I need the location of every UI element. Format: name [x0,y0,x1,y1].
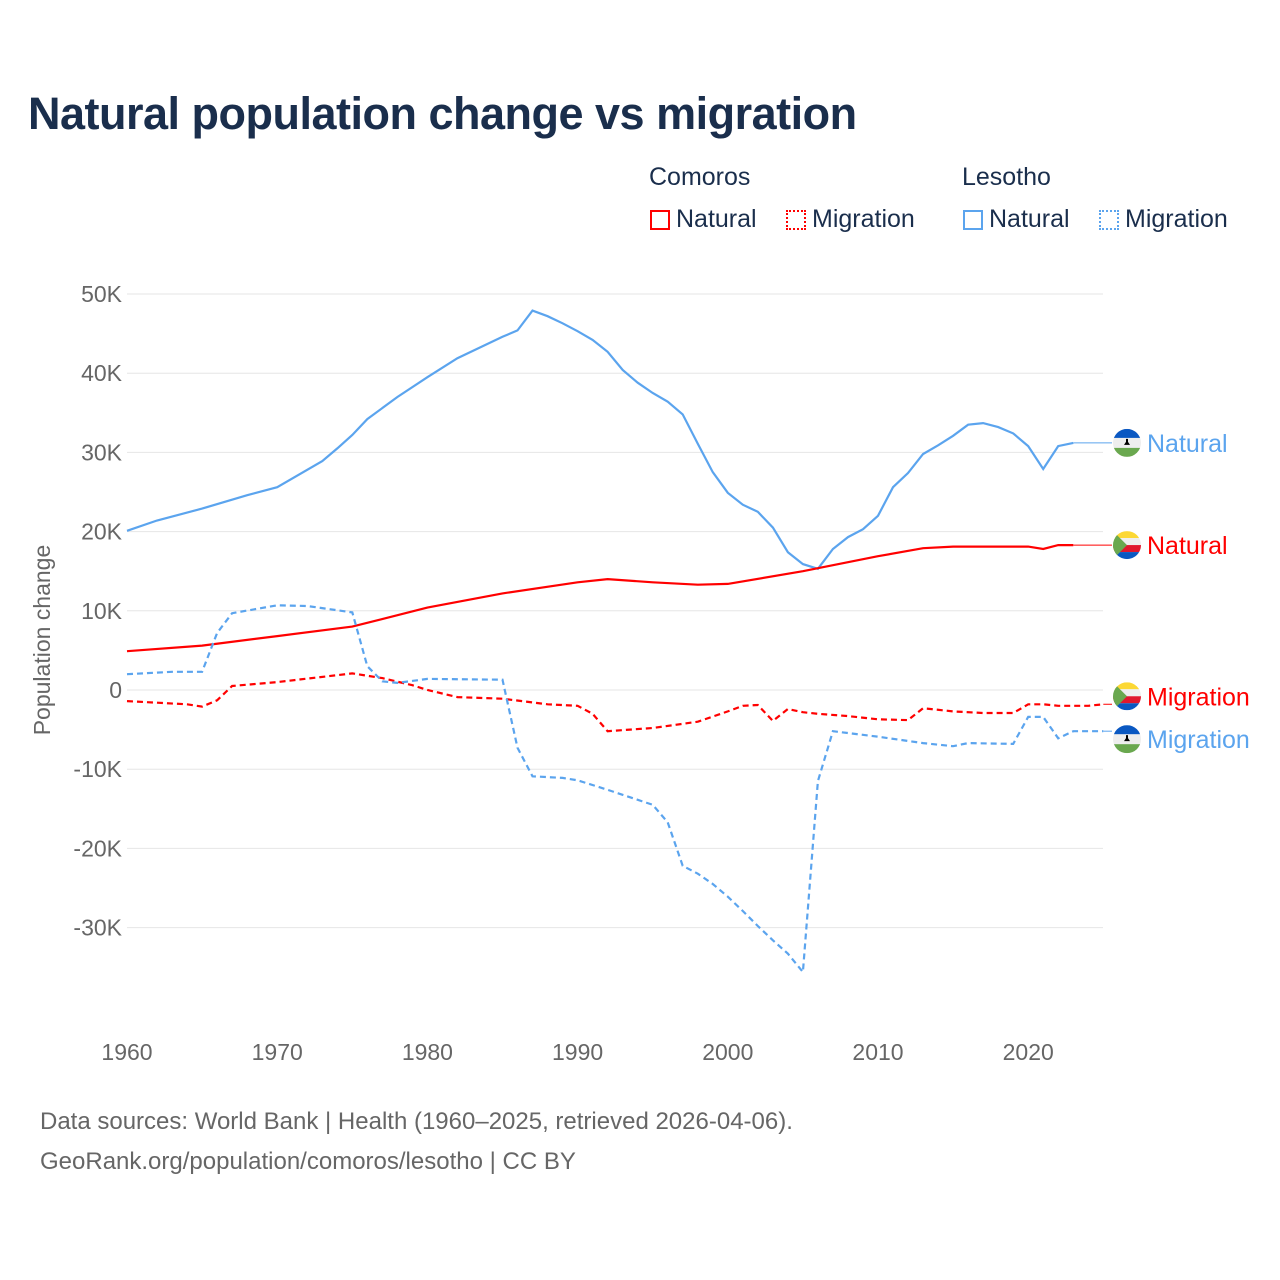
line-chart: 50K 40K 30K 20K 10K 0 -10K -20K -30K 1960 1970 1980… [29,281,1250,1065]
legend-swatch-solid-red [650,209,670,230]
legend-label: Natural [989,205,1070,233]
x-tick-label: 1990 [552,1039,603,1065]
series-line-comoros-migration [126,672,1104,733]
legend-group-comoros: Comoros [649,163,751,191]
y-tick-label: 0 [109,677,122,703]
series-line-lesotho-natural [126,309,1074,571]
flag-icon-comoros [1113,682,1141,711]
x-tick-label: 2010 [852,1039,903,1065]
y-tick-label: -30K [73,915,122,941]
end-label-lesotho-natural: Natural [1147,430,1228,458]
y-tick-label: 40K [81,360,123,386]
end-label-comoros-natural: Natural [1147,532,1228,560]
y-tick-label: 10K [81,598,123,624]
series-line-lesotho-migration [126,604,1104,975]
y-tick-label: 20K [81,519,123,545]
flag-icon-comoros [1113,531,1141,560]
footer-sources: Data sources: World Bank | Health (1960–… [40,1108,793,1135]
legend-group-lesotho: Lesotho [962,163,1051,191]
legend-swatch-dotted-red [786,209,806,230]
x-tick-label: 1980 [402,1039,453,1065]
y-tick-label: -20K [73,835,122,861]
legend-lesotho-migration[interactable]: Migration [1099,205,1228,234]
legend-swatch-solid-blue [963,209,983,230]
y-axis-label: Population change [29,545,55,736]
y-tick-label: 30K [81,439,123,465]
chart-title: Natural population change vs migration [28,88,857,139]
end-label-lesotho-migration: Migration [1147,726,1250,754]
series-line-comoros-natural [126,544,1074,653]
x-tick-label: 1970 [252,1039,303,1065]
legend-label: Natural [676,205,757,233]
flag-icon-lesotho [1113,428,1141,457]
legend-comoros-natural[interactable]: Natural [650,205,757,234]
y-tick-label: -10K [73,756,122,782]
legend-label: Migration [1125,205,1228,233]
legend-label: Migration [812,205,915,233]
legend-comoros-migration[interactable]: Migration [786,205,915,234]
legend-lesotho-natural[interactable]: Natural [963,205,1070,234]
x-tick-label: 2020 [1003,1039,1054,1065]
footer-link[interactable]: GeoRank.org/population/comoros/lesotho |… [40,1148,576,1175]
y-tick-label: 50K [81,281,123,307]
end-label-comoros-migration: Migration [1147,683,1250,711]
x-tick-label: 2000 [702,1039,753,1065]
x-tick-label: 1960 [101,1039,152,1065]
legend-swatch-dotted-blue [1099,209,1119,230]
flag-icon-lesotho [1113,725,1141,754]
